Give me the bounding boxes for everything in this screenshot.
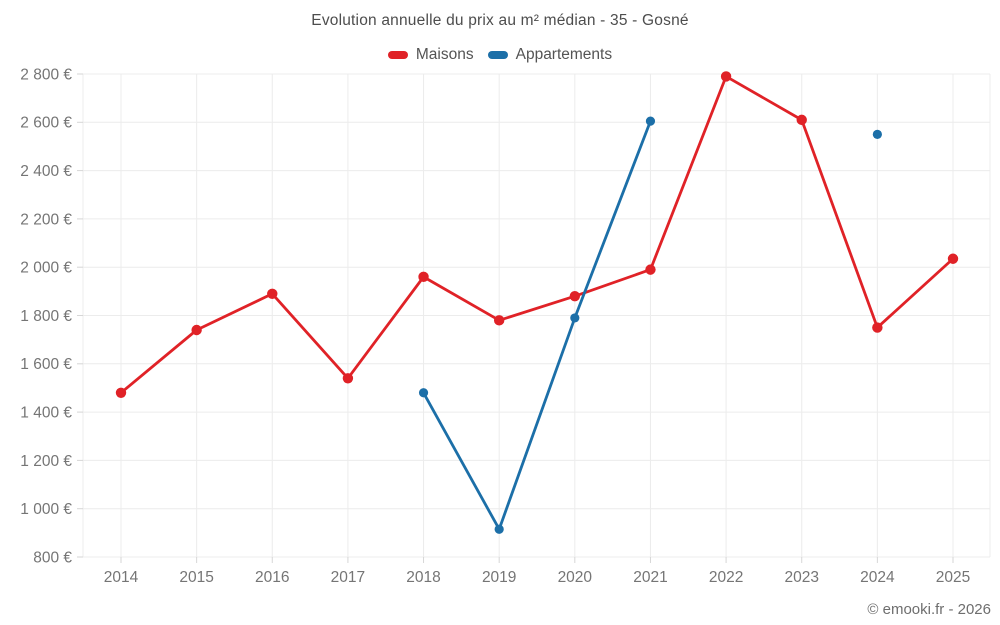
y-axis-label: 2 000 € xyxy=(20,260,72,277)
series-line-appartements xyxy=(422,119,652,531)
data-point-maisons-2019 xyxy=(493,315,505,326)
y-axis-label: 1 800 € xyxy=(20,308,72,325)
legend-item-maisons[interactable]: Maisons xyxy=(387,46,474,64)
data-point-appartements-2021 xyxy=(645,116,656,126)
data-point-appartements-2019 xyxy=(494,524,504,534)
legend-item-appartements[interactable]: Appartements xyxy=(487,46,613,64)
data-point-maisons-2023 xyxy=(796,114,807,126)
data-point-appartements-2018 xyxy=(418,388,429,398)
data-point-maisons-2015 xyxy=(191,324,202,336)
y-axis-label: 2 800 € xyxy=(20,66,72,83)
data-point-maisons-2014 xyxy=(115,387,127,398)
x-axis-label: 2024 xyxy=(860,569,895,586)
x-axis-label: 2018 xyxy=(406,569,440,586)
y-axis-label: 2 200 € xyxy=(20,211,72,228)
legend-swatch-appartements xyxy=(487,51,508,59)
x-axis-label: 2023 xyxy=(784,569,818,586)
y-axis-label: 2 600 € xyxy=(20,115,72,132)
x-axis-label: 2025 xyxy=(936,569,970,586)
data-point-maisons-2017 xyxy=(342,373,354,384)
x-axis-label: 2016 xyxy=(255,569,289,586)
data-point-appartements-2024 xyxy=(872,129,882,139)
x-axis-label: 2022 xyxy=(709,569,743,586)
legend-label-appartements: Appartements xyxy=(515,46,613,63)
y-axis-label: 1 400 € xyxy=(20,405,72,422)
data-point-maisons-2016 xyxy=(267,288,278,299)
series-line-maisons xyxy=(119,75,955,395)
x-axis-label: 2015 xyxy=(179,569,213,586)
data-point-maisons-2025 xyxy=(947,253,959,264)
data-point-maisons-2020 xyxy=(569,290,581,302)
data-point-maisons-2018 xyxy=(418,271,429,283)
y-axis-label: 1 000 € xyxy=(20,501,72,518)
chart-legend: Maisons Appartements xyxy=(0,46,1000,64)
y-axis-label: 1 600 € xyxy=(20,356,72,373)
y-axis-label: 1 200 € xyxy=(20,453,72,470)
x-axis-label: 2020 xyxy=(558,569,593,586)
chart-title: Evolution annuelle du prix au m² médian … xyxy=(311,12,689,29)
data-point-appartements-2020 xyxy=(570,313,580,323)
chart-credit: © emooki.fr - 2026 xyxy=(867,601,991,618)
data-point-maisons-2021 xyxy=(645,264,656,275)
x-axis-label: 2019 xyxy=(482,569,516,586)
legend-label-maisons: Maisons xyxy=(415,46,474,63)
data-point-maisons-2024 xyxy=(872,322,883,333)
x-axis-label: 2014 xyxy=(104,569,139,586)
legend-swatch-maisons xyxy=(387,51,408,59)
x-axis-label: 2021 xyxy=(633,569,667,586)
y-axis-label: 2 400 € xyxy=(20,163,72,180)
x-axis-label: 2017 xyxy=(331,569,365,586)
data-point-maisons-2022 xyxy=(720,71,732,82)
y-axis-label: 800 € xyxy=(33,549,72,566)
